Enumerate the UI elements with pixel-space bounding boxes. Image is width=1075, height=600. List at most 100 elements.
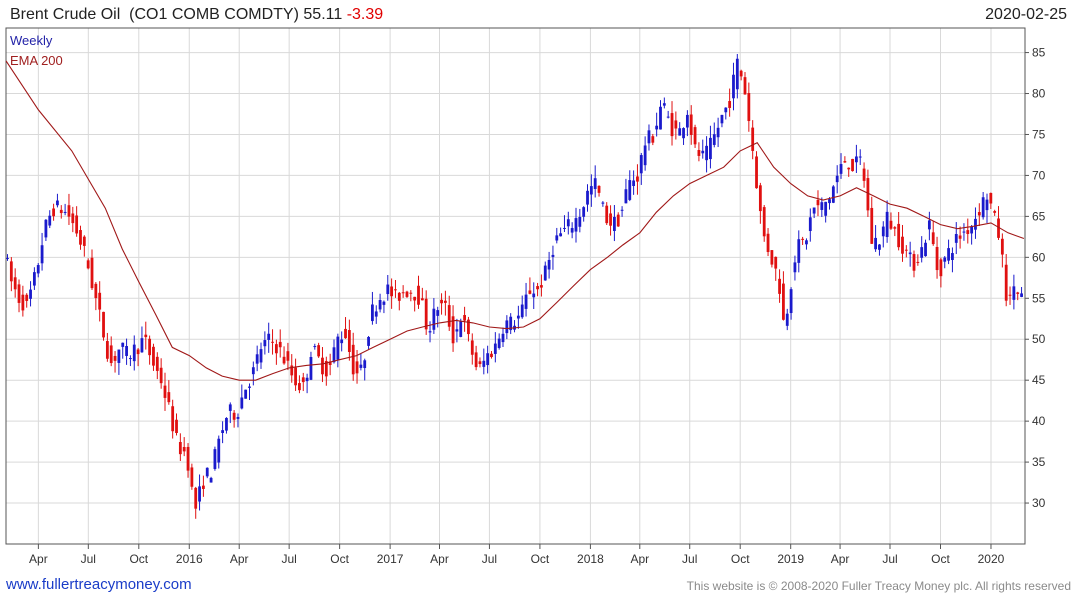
candle-body bbox=[766, 233, 770, 253]
candle-body bbox=[424, 298, 428, 330]
candle-body bbox=[954, 234, 958, 243]
candle-body bbox=[244, 389, 248, 399]
candle-body bbox=[255, 354, 259, 364]
candle-body bbox=[321, 357, 324, 375]
candle-body bbox=[793, 262, 797, 273]
candle-body bbox=[812, 207, 816, 214]
candle-body bbox=[159, 367, 163, 384]
candle-body bbox=[666, 116, 670, 118]
candle-body bbox=[732, 74, 735, 99]
candle-body bbox=[574, 218, 578, 232]
candle-body bbox=[974, 218, 977, 230]
candle-body bbox=[520, 304, 524, 318]
candle-body bbox=[540, 285, 543, 288]
plot-frame bbox=[5, 27, 1026, 545]
candle-body bbox=[186, 446, 190, 471]
candle-body bbox=[501, 333, 505, 343]
candle-body bbox=[789, 289, 793, 314]
candle-body bbox=[578, 216, 582, 227]
x-tick-label: Oct bbox=[531, 552, 550, 566]
candle-body bbox=[674, 120, 678, 129]
candle-body bbox=[163, 385, 167, 398]
site-link[interactable]: www.fullertreacymoney.com bbox=[6, 576, 192, 593]
x-tick-label: Oct bbox=[129, 552, 148, 566]
candle-body bbox=[601, 202, 605, 204]
candle-body bbox=[824, 201, 828, 216]
candle-body bbox=[1016, 292, 1020, 294]
candle-body bbox=[897, 223, 901, 248]
candle-body bbox=[447, 305, 451, 327]
candle-body bbox=[79, 230, 82, 245]
ticker-symbol: (CO1 COMB COMDTY) bbox=[129, 6, 299, 23]
candle-body bbox=[497, 338, 501, 348]
price-change: -3.39 bbox=[346, 6, 384, 23]
candle-body bbox=[240, 397, 244, 409]
candle-body bbox=[198, 486, 201, 502]
candle-body bbox=[536, 286, 539, 290]
candle-body bbox=[225, 417, 228, 431]
candle-body bbox=[390, 286, 394, 297]
chart-title: Brent Crude Oil bbox=[10, 6, 121, 23]
candle-body bbox=[13, 277, 17, 290]
candle-body bbox=[889, 220, 893, 229]
x-tick-label: 2019 bbox=[777, 552, 804, 566]
candle-body bbox=[927, 220, 931, 230]
candle-body bbox=[267, 333, 271, 340]
candle-body bbox=[758, 185, 762, 212]
candle-body bbox=[563, 227, 566, 229]
candle-body bbox=[40, 245, 44, 264]
candle-body bbox=[405, 291, 409, 297]
candle-body bbox=[167, 392, 171, 403]
candle-body bbox=[94, 283, 98, 299]
y-axis: 30 35 40 45 50 55 60 65 70 75 80 85 bbox=[1025, 46, 1046, 510]
chart-header: Brent Crude Oil (CO1 COMB COMDTY) 55.11 … bbox=[10, 6, 383, 24]
candle-body bbox=[739, 70, 743, 77]
candle-body bbox=[217, 438, 221, 463]
candle-body bbox=[647, 130, 651, 144]
candle-body bbox=[509, 316, 513, 331]
candle-body bbox=[977, 212, 981, 216]
last-price: 55.11 bbox=[303, 6, 343, 23]
candle-body bbox=[651, 136, 655, 143]
candle-body bbox=[555, 235, 559, 241]
candle-body bbox=[56, 200, 59, 206]
candle-body bbox=[382, 301, 386, 305]
candle-body bbox=[290, 365, 294, 376]
candle-body bbox=[935, 246, 939, 271]
candle-body bbox=[371, 304, 374, 322]
candle-body bbox=[171, 406, 175, 432]
candle-body bbox=[59, 209, 63, 214]
candle-body bbox=[947, 248, 950, 261]
candle-body bbox=[828, 199, 831, 204]
candle-body bbox=[21, 294, 25, 311]
candle-body bbox=[440, 299, 443, 304]
candle-body bbox=[782, 283, 785, 320]
candle-body bbox=[455, 329, 459, 332]
candle-body bbox=[862, 168, 866, 181]
candle-body bbox=[543, 265, 547, 281]
candle-body bbox=[870, 207, 874, 244]
candle-body bbox=[294, 367, 297, 386]
candle-body bbox=[570, 228, 574, 233]
candle-body bbox=[121, 342, 125, 347]
candle-body bbox=[205, 467, 209, 477]
x-tick-label: Apr bbox=[630, 552, 649, 566]
candle-body bbox=[858, 156, 862, 158]
candle-body bbox=[355, 361, 359, 374]
candle-body bbox=[770, 250, 774, 265]
candle-body bbox=[685, 114, 689, 128]
candle-body bbox=[659, 106, 662, 130]
candle-body bbox=[328, 361, 332, 365]
candle-body bbox=[751, 127, 755, 151]
x-tick-label: Jul bbox=[482, 552, 497, 566]
candle-body bbox=[931, 232, 935, 245]
candle-body bbox=[589, 186, 593, 195]
candle-body bbox=[774, 256, 778, 269]
candle-body bbox=[970, 226, 974, 234]
candle-body bbox=[374, 311, 378, 317]
y-tick-label: 50 bbox=[1032, 332, 1046, 346]
candle-body bbox=[132, 344, 136, 362]
x-tick-label: Jul bbox=[682, 552, 697, 566]
candle-body bbox=[797, 239, 801, 263]
